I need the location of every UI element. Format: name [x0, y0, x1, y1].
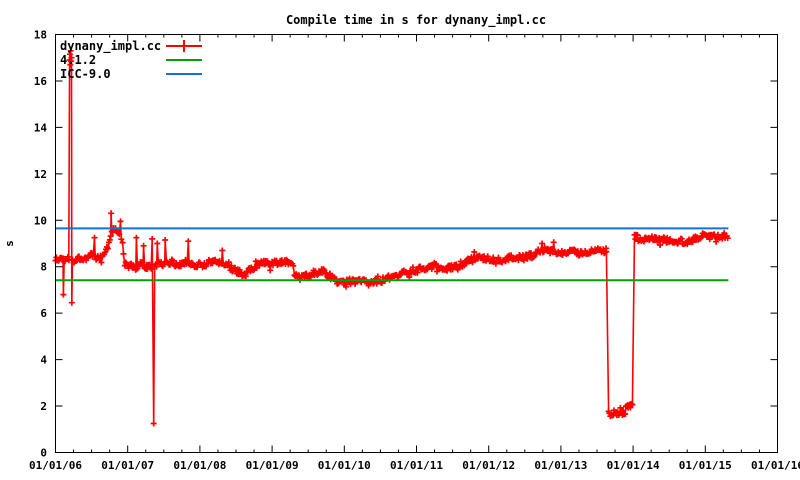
legend-sample-red-linespoints — [166, 40, 202, 52]
x-tick-label: 01/01/08 — [173, 459, 226, 472]
axis-ticks — [55, 34, 778, 453]
legend-item-gcc-4-1-2: 4.1.2 — [60, 53, 204, 67]
x-tick-label: 01/01/09 — [246, 459, 299, 472]
y-tick-label: 0 — [40, 447, 47, 460]
y-tick-label: 14 — [34, 121, 48, 134]
x-tick-label: 01/01/10 — [318, 459, 371, 472]
y-tick-label: 12 — [34, 168, 47, 181]
y-tick-label: 10 — [34, 214, 47, 227]
x-tick-label: 01/01/14 — [607, 459, 660, 472]
x-tick-label: 01/01/06 — [29, 459, 82, 472]
chart-title: Compile time in s for dynany_impl.cc — [285, 13, 547, 27]
legend-item-icc-9-0: ICC-9.0 — [60, 67, 204, 81]
x-tick-label: 01/01/11 — [390, 459, 443, 472]
y-tick-label: 8 — [40, 261, 47, 274]
legend-sample-green-line — [166, 59, 202, 61]
x-tick-label: 01/01/12 — [462, 459, 515, 472]
y-tick-label: 4 — [40, 354, 47, 367]
x-tick-label: 01/01/15 — [679, 459, 732, 472]
chart-legend: dynany_impl.cc 4.1.2 ICC-9.0 — [60, 39, 204, 81]
y-tick-label: 2 — [40, 400, 47, 413]
legend-label-icc-9-0: ICC-9.0 — [60, 67, 111, 81]
legend-item-dynany-impl: dynany_impl.cc — [60, 39, 204, 53]
x-tick-label: 01/01/07 — [101, 459, 154, 472]
series-dynany-impl-line — [54, 50, 729, 424]
legend-label-gcc-4-1-2: 4.1.2 — [60, 53, 97, 67]
legend-label-dynany-impl: dynany_impl.cc — [60, 39, 162, 53]
x-tick-label: 01/01/13 — [534, 459, 587, 472]
x-tick-label: 01/01/16 — [751, 459, 800, 472]
y-axis-label: s — [2, 240, 16, 247]
y-tick-label: 18 — [34, 29, 47, 42]
y-tick-label: 16 — [34, 75, 48, 88]
y-tick-label: 6 — [40, 307, 47, 320]
legend-sample-blue-line — [166, 73, 202, 75]
